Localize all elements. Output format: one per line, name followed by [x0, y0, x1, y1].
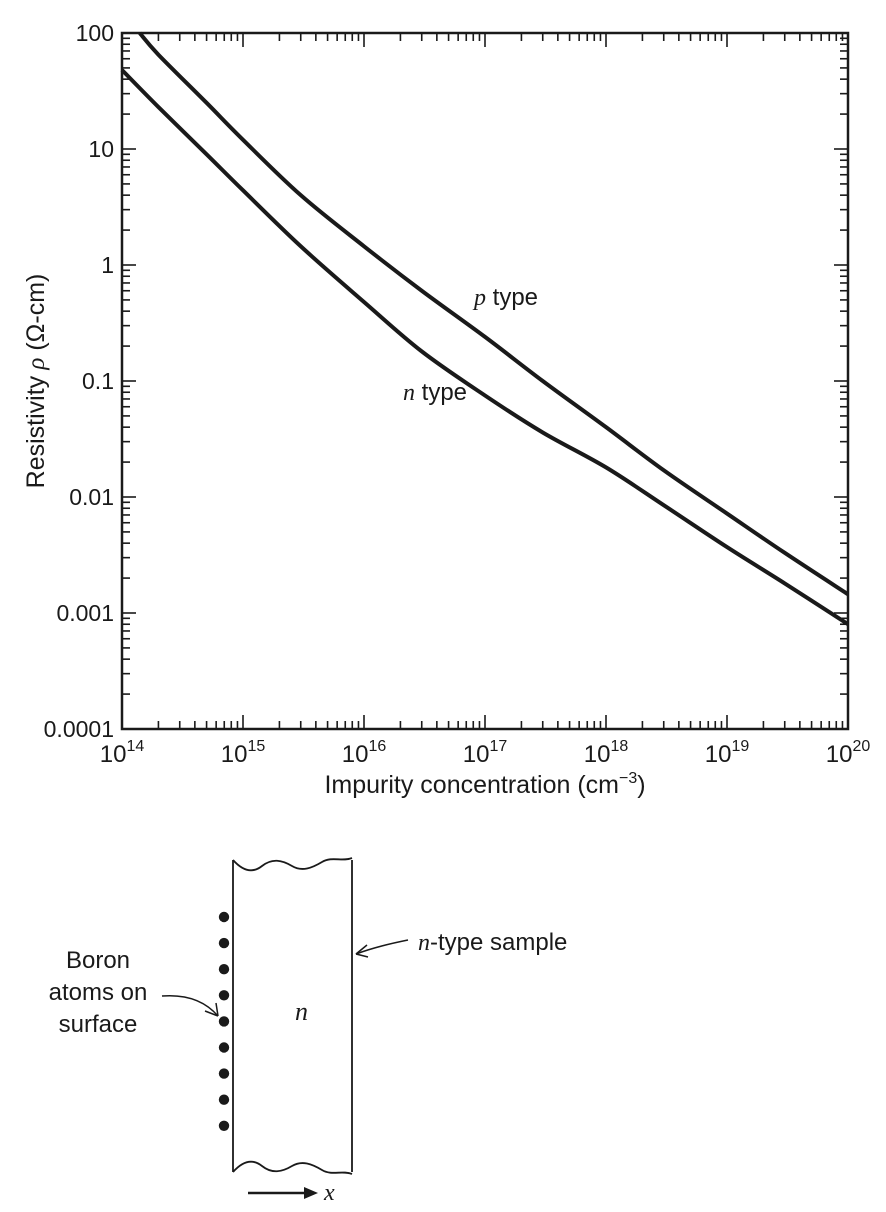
axis-ticks [121, 33, 848, 730]
boron-dot [218, 964, 230, 975]
sample-label: n-type sample [418, 929, 567, 956]
x-tick-label: 1020 [826, 738, 871, 768]
boron-dot [218, 937, 230, 949]
x-axis-label: Impurity concentration (cm−3) [324, 770, 645, 799]
n-type-curve [120, 68, 850, 626]
x-tick-label: 1014 [100, 738, 145, 768]
p-type-label: p type [472, 284, 538, 311]
y-tick-label: 0.01 [69, 484, 114, 510]
x-tick-label: 1019 [705, 738, 750, 768]
boron-line-2: atoms on [49, 979, 148, 1006]
boron-dot [218, 990, 230, 1001]
curves [120, 31, 850, 626]
boron-dot [218, 1042, 230, 1053]
region-n-label: n [295, 997, 308, 1026]
x-direction-arrow-head [304, 1187, 318, 1199]
x-tick-label: 1016 [342, 738, 387, 768]
boron-arrow [161, 994, 219, 1017]
sample-arrow-head [355, 944, 369, 958]
sample-top-break [232, 857, 353, 872]
y-tick-label: 0.0001 [44, 716, 114, 742]
x-tick-label: 1018 [584, 738, 629, 768]
sample-diagram: n n-type sample Boron atoms on surface x [49, 857, 567, 1206]
x-tick-label: 1017 [463, 738, 508, 768]
y-tick-label: 1 [101, 252, 114, 278]
n-type-label: n type [403, 379, 467, 406]
boron-dot [218, 1120, 230, 1132]
boron-dot [218, 1094, 230, 1105]
x-tick-labels: 1014 1015 1016 1017 1018 1019 1020 [100, 738, 871, 768]
y-tick-labels: 100 10 1 0.1 0.01 0.001 0.0001 [44, 20, 114, 742]
sample-arrow [355, 939, 409, 955]
y-tick-label: 0.001 [56, 600, 114, 626]
boron-line-3: surface [59, 1011, 138, 1038]
y-tick-label: 10 [88, 136, 114, 162]
y-tick-label: 100 [76, 20, 114, 46]
boron-dot [218, 1016, 230, 1027]
boron-arrow-head [204, 1002, 219, 1017]
sample-bottom-break [232, 1160, 353, 1175]
y-axis-label: Resistivity ρ (Ω-cm) [22, 274, 50, 489]
boron-dot [218, 1068, 230, 1079]
boron-dots [218, 911, 230, 1132]
y-tick-label: 0.1 [82, 368, 114, 394]
boron-line-1: Boron [66, 947, 130, 974]
x-tick-label: 1015 [221, 738, 266, 768]
p-type-curve [138, 31, 850, 596]
plot-frame [120, 31, 850, 731]
boron-dot [218, 911, 230, 923]
x-direction-label: x [323, 1180, 335, 1206]
